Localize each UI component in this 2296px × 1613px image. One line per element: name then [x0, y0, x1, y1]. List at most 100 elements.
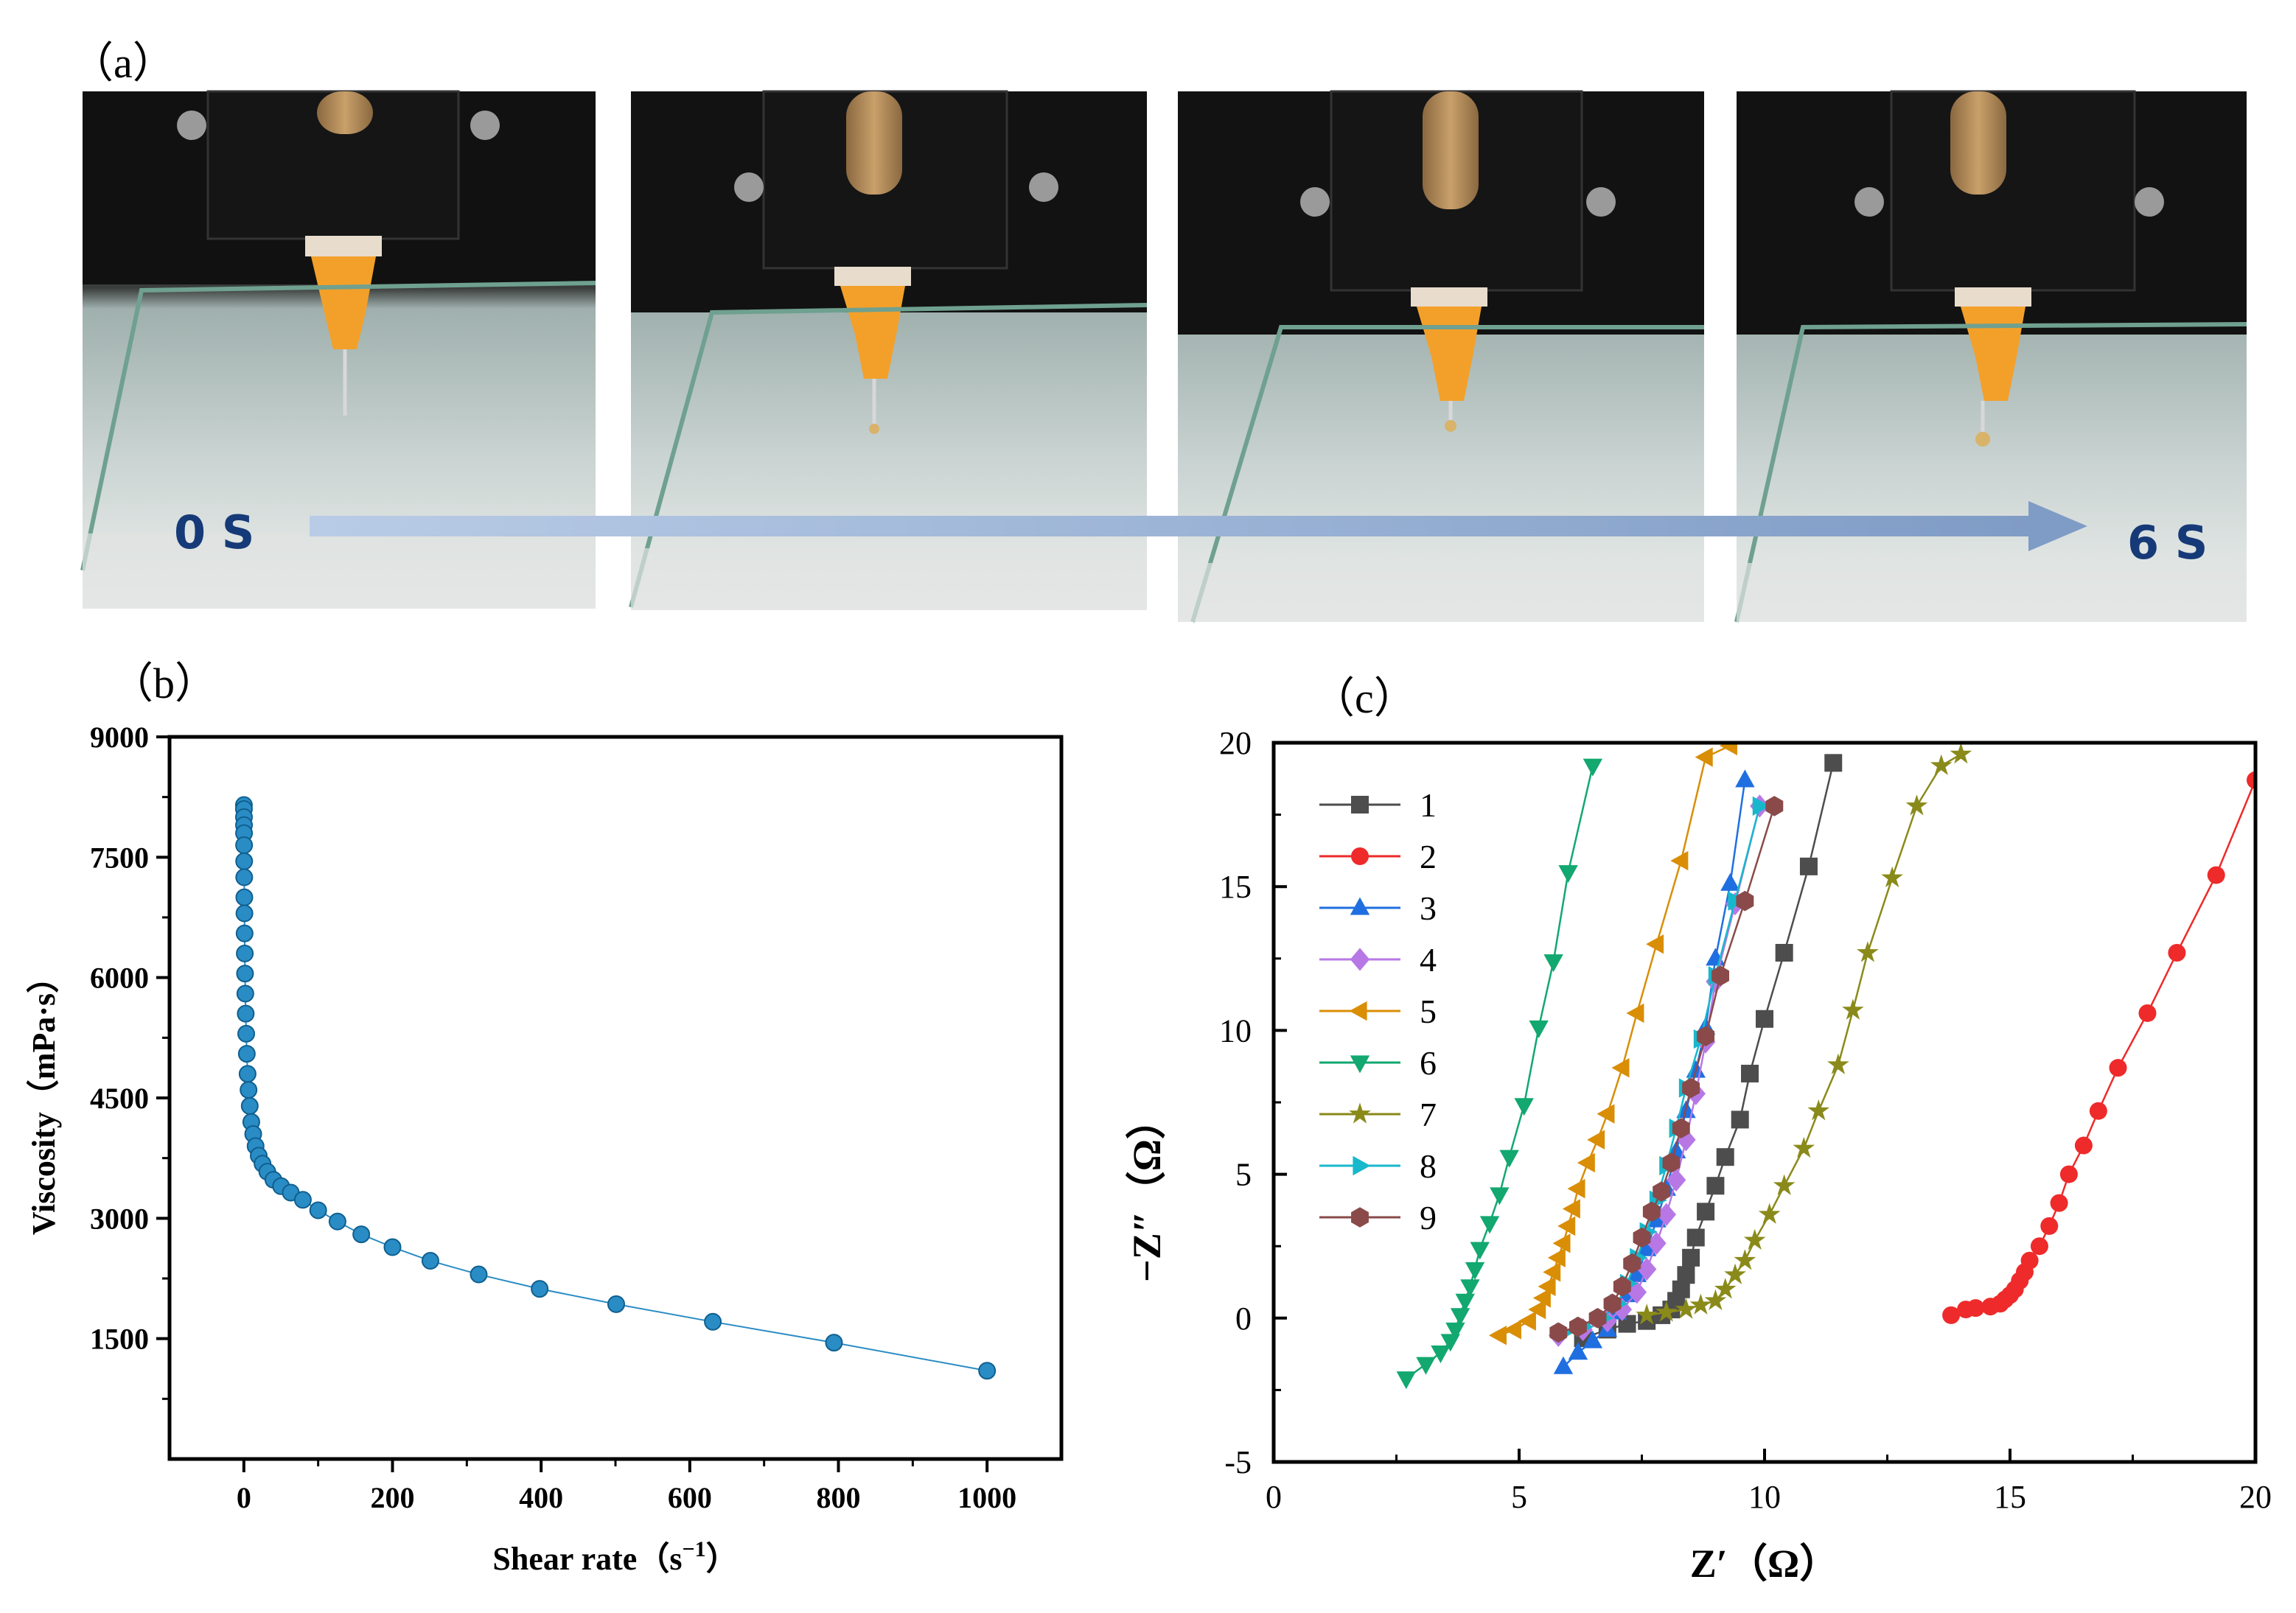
y-tick-label: 0	[1235, 1301, 1252, 1337]
series-point	[1667, 1292, 1686, 1310]
series-point	[1693, 1029, 1711, 1049]
series-point	[1627, 1281, 1647, 1304]
series-point	[1659, 1155, 1678, 1176]
photo-sequence	[80, 90, 2247, 623]
series-point	[1552, 1234, 1571, 1253]
series-6	[1396, 758, 1603, 1390]
panel-label-c: （c）	[1312, 674, 1417, 722]
x-tick-label: 800	[817, 1481, 861, 1514]
series-point	[1676, 1128, 1696, 1152]
series-point	[1623, 1253, 1641, 1274]
series-point	[1619, 1273, 1638, 1294]
series-point	[1558, 865, 1578, 884]
series-point	[1575, 1317, 1594, 1337]
series-point	[1557, 1216, 1576, 1236]
series-point	[1488, 1326, 1507, 1346]
viscosity-point	[421, 1252, 439, 1270]
viscosity-point	[236, 965, 254, 983]
series-point	[2006, 1280, 2024, 1298]
viscosity-point	[237, 1045, 256, 1063]
series-point	[1708, 966, 1726, 986]
legend-label: 3	[1420, 889, 1437, 927]
viscosity-point	[293, 1191, 312, 1209]
series-point	[1735, 769, 1755, 788]
series-point	[1662, 1301, 1681, 1319]
series-point	[1450, 1308, 1470, 1326]
series-point	[1655, 1301, 1678, 1322]
legend-marker	[1349, 1102, 1371, 1124]
viscosity-point	[235, 924, 254, 942]
series-line	[1646, 753, 1962, 1317]
viscosity-point	[235, 852, 254, 870]
viscosity-point	[258, 1163, 276, 1181]
legend-marker	[1350, 897, 1370, 915]
series-point	[1549, 1323, 1569, 1347]
series-point	[1720, 872, 1740, 891]
photo-frame-1	[80, 90, 596, 609]
viscosity-point	[244, 1125, 262, 1143]
y-tick-label: 1500	[90, 1323, 149, 1356]
x-tick-label: 400	[519, 1481, 563, 1514]
series-point	[1396, 1371, 1417, 1390]
viscosity-point	[825, 1334, 843, 1352]
series-point	[1612, 1298, 1633, 1321]
series-point	[1736, 890, 1754, 912]
viscosity-point	[240, 1081, 258, 1099]
chart-b-y-label: Viscosity（mPa·s）	[26, 961, 62, 1235]
x-tick-label: 5	[1511, 1479, 1527, 1515]
series-point	[1611, 1057, 1630, 1078]
series-point	[1567, 1178, 1585, 1199]
series-point	[1639, 1222, 1658, 1242]
chart-c-frame	[1271, 741, 2258, 1464]
series-point	[1950, 743, 1972, 764]
series-point	[1697, 1203, 1715, 1221]
series-point	[1686, 1060, 1706, 1078]
series-point	[1756, 1010, 1773, 1028]
series-point	[2168, 943, 2186, 962]
chart-c-y-label: −Z″（Ω）	[1125, 1099, 1169, 1282]
series-point	[1775, 943, 1793, 962]
series-point	[1827, 1053, 1849, 1074]
series-point	[1597, 1309, 1618, 1333]
series-point	[1728, 891, 1746, 911]
legend-label: 2	[1420, 838, 1437, 875]
viscosity-point	[272, 1177, 290, 1195]
series-point	[1662, 1152, 1681, 1173]
series-point	[1595, 1308, 1613, 1328]
series-point	[1569, 1316, 1587, 1337]
series-point	[1479, 1216, 1500, 1234]
series-point	[1636, 1257, 1657, 1281]
viscosity-point	[234, 808, 253, 826]
legend-marker	[1351, 796, 1369, 814]
series-9	[1549, 796, 1784, 1343]
time-start-label: 0 S	[174, 505, 255, 559]
series-point	[1706, 970, 1726, 993]
viscosity-point	[237, 1024, 256, 1043]
viscosity-line	[242, 805, 988, 1372]
series-point	[1460, 1279, 1480, 1298]
viscosity-point	[309, 1201, 327, 1220]
series-point	[2001, 1286, 2019, 1304]
series-point	[1697, 1026, 1715, 1047]
viscosity-point	[238, 1065, 257, 1083]
chart-b-x-label: Shear rate（s−1）	[492, 1537, 738, 1577]
series-point	[1574, 1329, 1592, 1348]
series-point	[1556, 1323, 1574, 1343]
chart-b-frame	[167, 735, 1064, 1461]
series-point	[1758, 1203, 1781, 1224]
series-point	[1731, 1110, 1749, 1129]
series-point	[1706, 948, 1726, 966]
series-point	[1793, 1136, 1815, 1158]
series-3	[1553, 769, 1755, 1374]
series-8	[1556, 796, 1770, 1343]
viscosity-point	[254, 1155, 272, 1173]
viscosity-point	[236, 984, 254, 1003]
viscosity-point	[234, 796, 253, 814]
viscosity-point	[235, 868, 254, 886]
series-point	[1626, 1003, 1644, 1024]
series-point	[1675, 1298, 1697, 1319]
series-point	[1991, 1295, 2009, 1313]
viscosity-point	[235, 888, 254, 906]
y-tick-label: 3000	[90, 1202, 149, 1235]
series-point	[1636, 1238, 1657, 1256]
